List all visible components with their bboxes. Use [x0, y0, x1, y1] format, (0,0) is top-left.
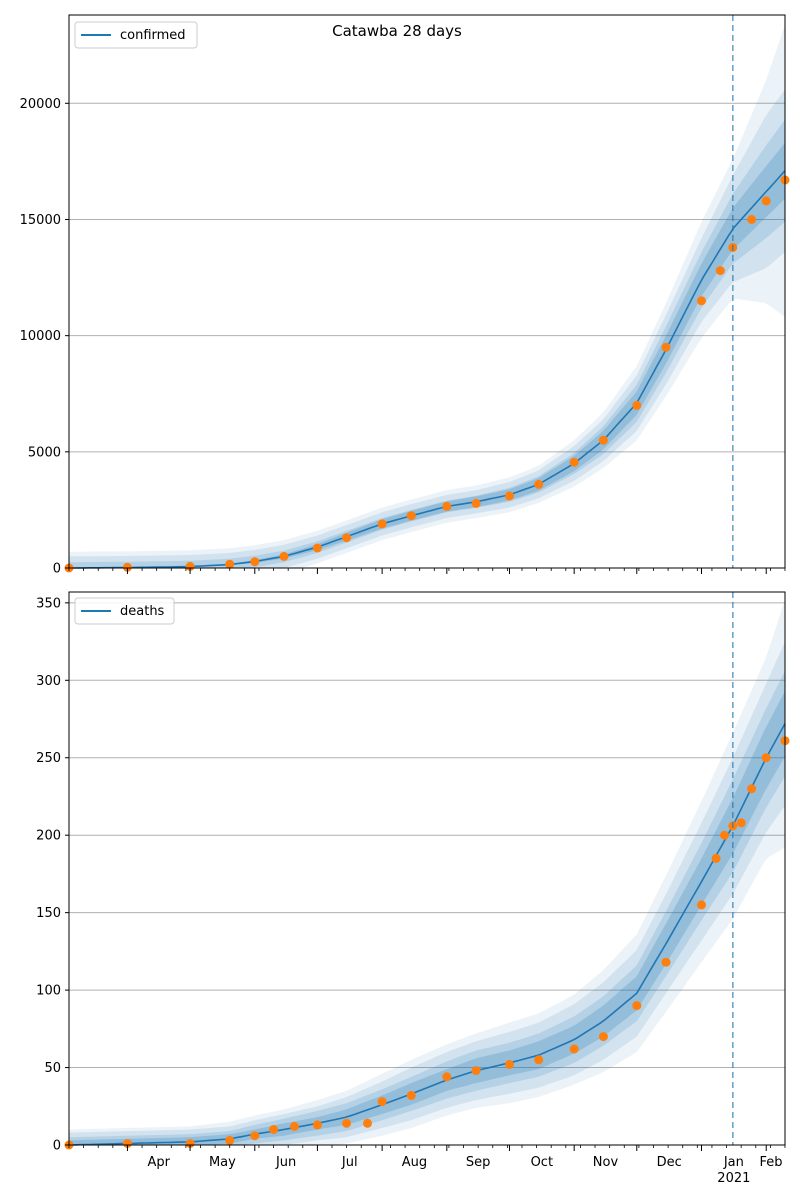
observed-point	[720, 830, 729, 840]
observed-point	[225, 559, 235, 569]
observed-point	[598, 1032, 608, 1042]
observed-point	[747, 215, 757, 224]
observed-point	[342, 1118, 352, 1128]
legend-label-deaths: deaths	[120, 604, 165, 619]
legend-label-confirmed: confirmed	[120, 28, 186, 43]
y-tick-label: 150	[36, 906, 61, 921]
confirmed-y-ticks: 0 5000 10000 15000 20000	[20, 97, 69, 577]
observed-point	[122, 562, 132, 572]
observed-point	[569, 1044, 579, 1054]
x-tick-label: Jul	[341, 1155, 358, 1170]
observed-point	[747, 784, 757, 794]
confirmed-axes-frame	[68, 14, 786, 569]
observed-point	[406, 511, 416, 521]
y-tick-label: 100	[36, 984, 61, 999]
legend-box	[74, 597, 175, 625]
observed-point	[632, 1001, 642, 1011]
observed-point	[185, 1139, 195, 1148]
deaths-legend: deaths	[74, 597, 175, 625]
uncertainty-band-4	[69, 599, 785, 1145]
observed-point	[697, 900, 706, 910]
observed-point	[761, 753, 771, 763]
observed-point	[661, 342, 671, 352]
observed-point	[377, 1097, 387, 1107]
deaths-y-ticks: 0 50 100 150 200 250 300 350	[36, 596, 69, 1154]
observed-point	[471, 1066, 481, 1076]
observed-point	[715, 266, 725, 276]
observed-point	[598, 435, 608, 445]
observed-point	[377, 519, 387, 529]
observed-point	[632, 400, 642, 410]
y-tick-label: 0	[53, 562, 61, 577]
observed-point	[250, 557, 260, 567]
observed-point	[736, 818, 746, 828]
observed-point	[761, 196, 771, 206]
x-tick-label: Sep	[466, 1155, 491, 1170]
uncertainty-band-4	[69, 24, 785, 569]
deaths-axes-frame	[68, 591, 786, 1146]
observed-point	[471, 498, 481, 508]
observed-point	[312, 1120, 322, 1130]
confirmed-panel: 0 5000 10000 15000 20000 confirmed Catawba 2…	[20, 14, 790, 577]
observed-point	[661, 957, 671, 967]
x-tick-label: Oct	[531, 1155, 553, 1170]
y-tick-label: 10000	[20, 329, 61, 344]
observed-point	[289, 1121, 299, 1131]
y-tick-label: 5000	[28, 445, 61, 460]
confirmed-observed-points	[64, 175, 790, 573]
observed-point	[185, 561, 195, 571]
observed-point	[250, 1131, 260, 1141]
observed-point	[406, 1090, 416, 1100]
x-tick-label: Nov	[593, 1155, 619, 1170]
y-tick-label: 300	[36, 674, 61, 689]
confirmed-legend: confirmed	[74, 21, 198, 49]
axes-frame	[68, 14, 786, 569]
uncertainty-band-2	[69, 671, 785, 1145]
confirmed-x-ticks	[68, 568, 786, 574]
y-tick-label: 200	[36, 829, 61, 844]
observed-point	[697, 296, 706, 306]
observed-point	[279, 551, 289, 561]
x-tick-label: May	[209, 1155, 236, 1170]
x-year-label: 2021	[717, 1171, 750, 1186]
observed-point	[442, 1072, 452, 1082]
observed-point	[442, 501, 452, 511]
x-tick-label: Jun	[275, 1155, 296, 1170]
y-tick-label: 20000	[20, 97, 61, 112]
observed-point	[711, 853, 721, 863]
observed-point	[269, 1125, 279, 1134]
x-tick-label: Aug	[402, 1155, 427, 1170]
y-tick-label: 50	[44, 1061, 61, 1076]
x-tick-label: Apr	[148, 1155, 171, 1170]
chart-title: Catawba 28 days	[332, 22, 462, 40]
x-tick-label: Feb	[759, 1155, 782, 1170]
observed-point	[569, 457, 579, 467]
confirmed-uncertainty-bands	[69, 24, 785, 569]
uncertainty-band-3	[69, 89, 785, 569]
deaths-x-ticks: Apr May Jun Jul Aug Sep Oct Nov Dec Jan Feb 2021	[68, 1145, 786, 1186]
y-tick-label: 15000	[20, 213, 61, 228]
deaths-panel: 0 50 100 150 200 250 300 350 Apr May Jun Jul Aug Sep…	[36, 591, 790, 1186]
observed-point	[342, 533, 352, 543]
observed-point	[534, 1055, 544, 1065]
y-tick-label: 0	[53, 1139, 61, 1154]
observed-point	[363, 1118, 372, 1128]
uncertainty-band-1	[69, 691, 785, 1145]
observed-point	[122, 1139, 132, 1148]
x-tick-label: Jan	[723, 1155, 744, 1170]
legend-box	[74, 21, 198, 49]
x-tick-label: Dec	[657, 1155, 682, 1170]
observed-point	[505, 1060, 514, 1069]
observed-point	[534, 479, 544, 489]
y-tick-label: 350	[36, 596, 61, 611]
observed-point	[312, 543, 322, 553]
observed-point	[505, 491, 514, 501]
observed-point	[225, 1135, 235, 1145]
axes-frame	[68, 591, 786, 1146]
y-tick-label: 250	[36, 751, 61, 766]
